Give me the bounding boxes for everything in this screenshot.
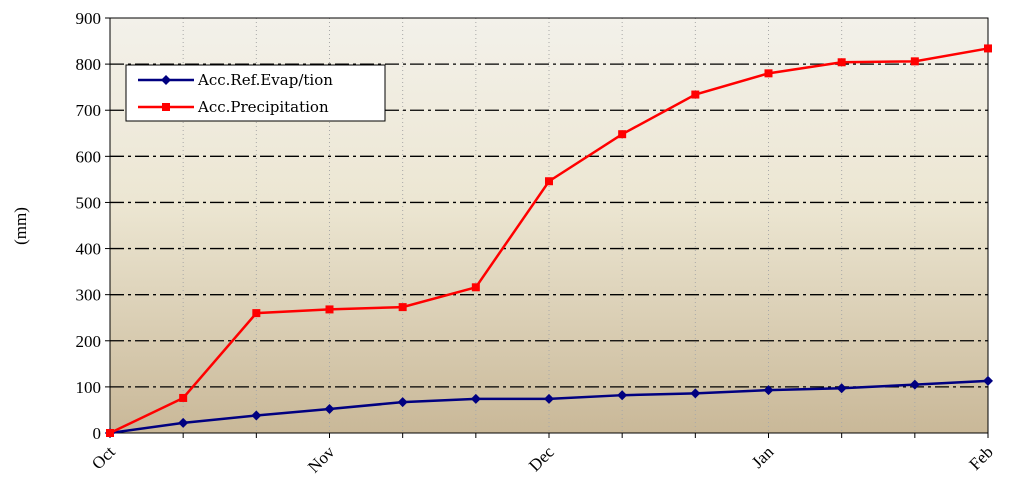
data-point bbox=[984, 44, 992, 53]
y-tick-label: 800 bbox=[76, 55, 102, 74]
y-tick-label: 100 bbox=[76, 378, 102, 397]
data-point bbox=[397, 397, 408, 408]
data-point bbox=[983, 375, 993, 386]
series bbox=[105, 44, 993, 438]
legend-label: Acc.Ref.Evap/tion bbox=[197, 71, 333, 89]
x-tick-label: Oct bbox=[88, 442, 119, 473]
y-tick-label: 900 bbox=[76, 9, 102, 28]
data-point bbox=[764, 69, 773, 78]
data-point bbox=[837, 58, 846, 67]
data-point bbox=[544, 393, 554, 404]
data-point bbox=[545, 177, 553, 186]
data-point bbox=[910, 57, 919, 66]
legend-marker bbox=[162, 103, 170, 111]
legend-box bbox=[125, 64, 386, 122]
legend-label: Acc.Precipitation bbox=[197, 98, 329, 116]
x-tick-label: Dec bbox=[525, 442, 558, 475]
data-point bbox=[398, 303, 407, 312]
grid bbox=[110, 18, 988, 433]
y-tick-label: 500 bbox=[76, 193, 102, 212]
data-point bbox=[690, 388, 701, 399]
data-point bbox=[909, 379, 920, 390]
data-point bbox=[324, 404, 335, 415]
data-point bbox=[836, 383, 847, 394]
y-tick-label: 600 bbox=[76, 147, 102, 166]
data-point bbox=[252, 309, 261, 318]
x-tick-label: Feb bbox=[965, 442, 996, 473]
data-point bbox=[251, 410, 262, 421]
x-tick-label: Jan bbox=[748, 442, 778, 472]
y-tick-label: 700 bbox=[76, 101, 102, 120]
data-point bbox=[178, 417, 189, 428]
y-tick-label: 200 bbox=[76, 332, 102, 351]
data-point bbox=[179, 393, 188, 402]
data-point bbox=[618, 130, 627, 139]
x-tick-label: Nov bbox=[304, 442, 338, 476]
data-point bbox=[470, 393, 481, 404]
y-tick-label: 300 bbox=[76, 286, 102, 305]
legend-marker bbox=[161, 75, 171, 85]
data-point bbox=[763, 385, 774, 396]
y-tick-label: 400 bbox=[76, 240, 102, 259]
data-point bbox=[617, 390, 628, 401]
data-point bbox=[691, 90, 700, 99]
data-point bbox=[471, 283, 480, 292]
y-axis-title: (mm) bbox=[11, 207, 30, 245]
legend: Acc.Ref.Evap/tion Acc.Precipitation bbox=[125, 64, 386, 122]
data-point bbox=[106, 429, 114, 437]
y-tick-label: 0 bbox=[93, 424, 102, 443]
data-point bbox=[325, 305, 334, 314]
